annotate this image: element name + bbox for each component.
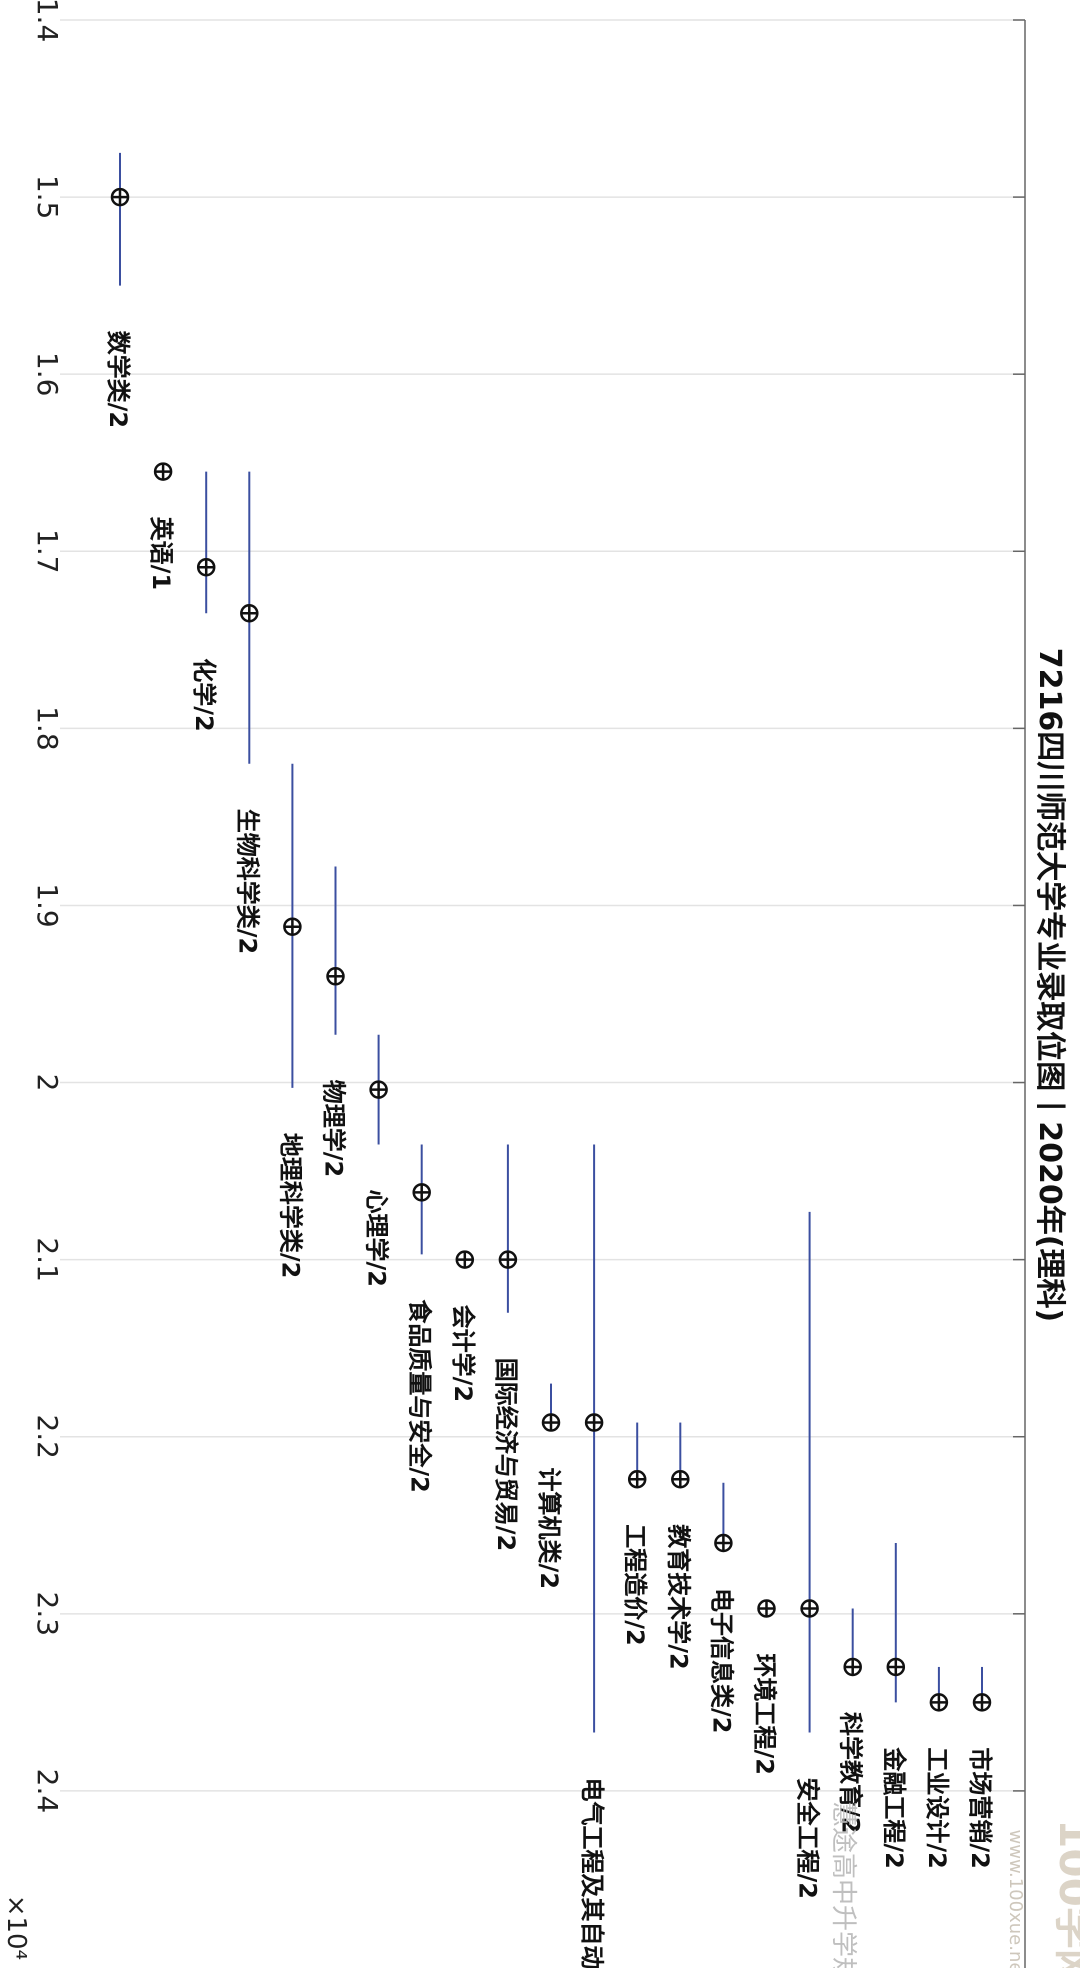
watermark: 100学网 www.100xue.net 慧途高中升学规划 [828,1801,1080,1968]
category-label: 心理学/2 [363,1190,391,1287]
data-series [110,152,992,1733]
category-label: 物理学/2 [320,1080,348,1177]
category-label: 市场营销/2 [966,1747,994,1868]
axis-multiplier: ×10⁴ [1,1895,31,1960]
category-label: 电子信息类/2 [707,1588,735,1733]
category-label: 教育技术学/2 [664,1524,692,1669]
tick-label: 1.8 [31,706,64,751]
category-label: 生物科学类/2 [233,809,261,954]
tick-label: 1.7 [31,529,64,574]
category-label: 工业设计/2 [923,1747,951,1868]
tick-label: 1.6 [31,352,64,397]
grid-lines [60,19,1025,1792]
tick-label: 1.5 [31,175,64,220]
category-label: 环境工程/2 [751,1654,779,1775]
watermark-logo-text: 100学网 [1050,1819,1080,1968]
tick-label: 2.2 [31,1414,64,1459]
category-labels: 数学类/2 英语/1 化学/2 生物科学类/2 地理科学类/2 物理学/2 心理学/2 食品质… [104,331,994,1968]
tick-label: 1.9 [31,883,64,928]
category-label: 英语/1 [147,517,175,590]
tick-label: 2.1 [31,1237,64,1282]
category-label: 国际经济与贸易/2 [492,1358,520,1551]
category-label: 金融工程/2 [880,1746,908,1868]
category-label: 科学教育/2 [837,1712,865,1833]
category-label: 会计学/2 [449,1305,477,1402]
category-label: 电气工程及其自动化/2 [578,1777,606,1968]
chart-title: 7216四川师范大学专业录取位图丨2020年(理科) [1032,648,1067,1322]
category-label: 计算机类/2 [535,1468,563,1589]
tick-label: 2.4 [31,1769,64,1814]
tick-label: 1.4 [31,0,64,42]
category-label: 数学类/2 [104,331,132,428]
tick-label: 2.3 [31,1592,64,1637]
category-label: 化学/2 [190,658,218,731]
watermark-url: www.100xue.net [1005,1830,1026,1968]
watermark-account: 慧途高中升学规划 [828,1801,858,1968]
category-label: 地理科学类/2 [276,1133,304,1278]
category-label: 食品质量与安全/2 [406,1299,434,1492]
category-label: 工程造价/2 [621,1524,649,1645]
axis-ticks: 1.4 1.5 1.6 1.7 1.8 1.9 2 2.1 2.2 2.3 2.4 [31,0,1025,1813]
category-label: 安全工程/2 [794,1777,822,1898]
tick-label: 2 [31,1074,64,1092]
